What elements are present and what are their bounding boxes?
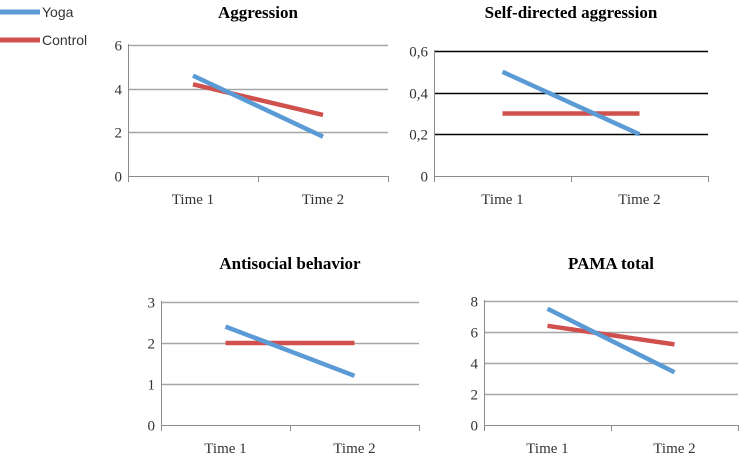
chart-pama-total: PAMA total 0 2 4 6 8 Time 1 Time 2 (471, 254, 739, 457)
y-tick-label: 6 (115, 39, 123, 55)
y-tick-label: 8 (471, 295, 479, 311)
y-tick-label: 3 (148, 296, 156, 312)
chart-title: Self-directed aggression (485, 3, 658, 22)
x-tick-label: Time 2 (333, 441, 375, 457)
y-tick-label: 0,4 (409, 87, 428, 103)
x-tick-label: Time 2 (618, 192, 660, 208)
x-tick-label: Time 1 (481, 192, 523, 208)
chart-antisocial-behavior: Antisocial behavior 0 1 2 3 Time 1 Time 2 (148, 254, 420, 457)
y-tick-label: 0 (148, 419, 156, 435)
chart-aggression: Aggression 0 2 4 6 Time 1 Time 2 (115, 3, 389, 208)
series-line-control (547, 323, 675, 347)
chart-self-directed-aggression: Self-directed aggression 0 0,2 0,4 0,6 Time 1… (409, 3, 709, 208)
y-tick-label: 0 (471, 419, 479, 435)
x-tick-label: Time 2 (302, 192, 344, 208)
series-line-yoga (192, 73, 324, 139)
x-tick-label: Time 1 (172, 192, 214, 208)
chart-title: Antisocial behavior (219, 254, 361, 273)
legend-label-control: Control (42, 32, 87, 48)
y-tick-label: 0 (115, 170, 123, 186)
series-line-yoga (224, 324, 356, 378)
y-tick-label: 0 (421, 170, 429, 186)
series-line-yoga (546, 306, 676, 375)
chart-title: Aggression (218, 3, 299, 22)
y-tick-label: 4 (471, 357, 479, 373)
x-tick-label: Time 2 (653, 441, 695, 457)
series-line-yoga (501, 69, 641, 137)
legend: Yoga Control (0, 4, 87, 48)
y-tick-label: 2 (115, 126, 123, 142)
y-tick-label: 2 (471, 388, 479, 404)
chart-title: PAMA total (568, 254, 654, 273)
x-tick-label: Time 1 (204, 441, 246, 457)
series-line-control (192, 82, 324, 118)
y-tick-label: 4 (115, 83, 123, 99)
legend-label-yoga: Yoga (42, 4, 74, 20)
x-tick-label: Time 1 (526, 441, 568, 457)
y-tick-label: 0,2 (409, 128, 428, 144)
y-tick-label: 0,6 (409, 45, 428, 61)
y-tick-label: 2 (148, 337, 156, 353)
y-tick-label: 6 (471, 326, 479, 342)
y-tick-label: 1 (148, 378, 156, 394)
